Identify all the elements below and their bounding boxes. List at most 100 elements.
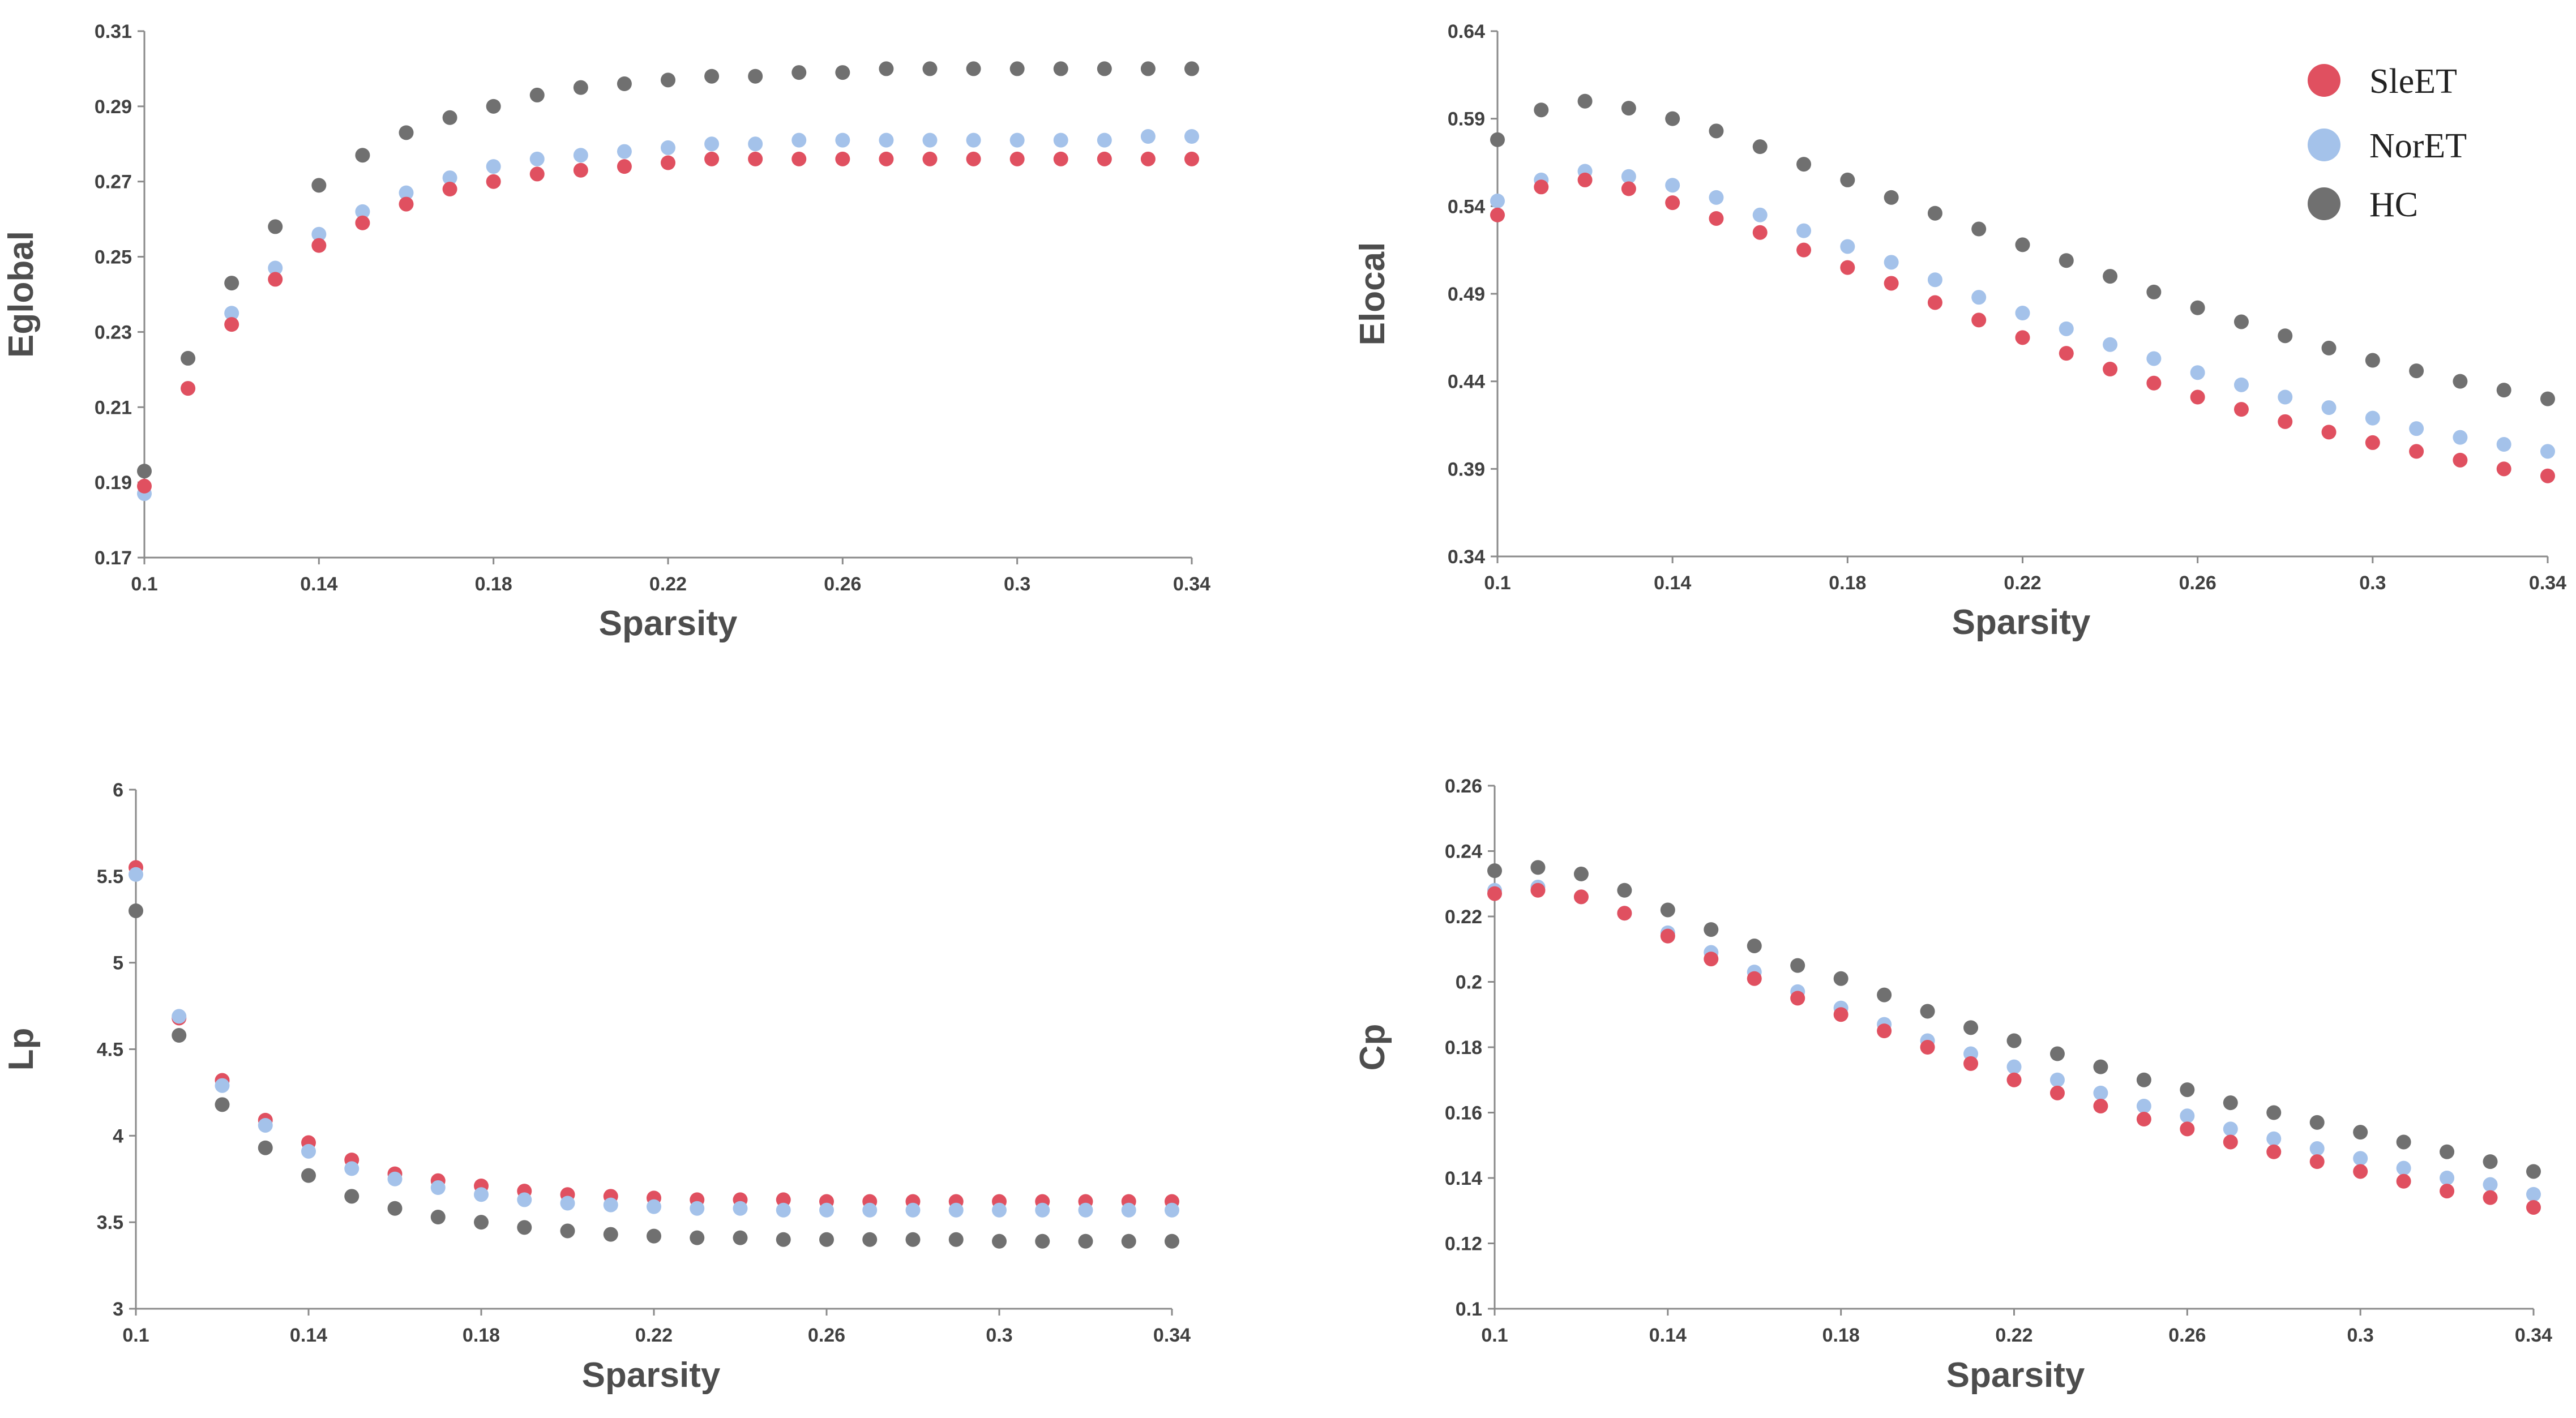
cp-point-noret — [2136, 1098, 2151, 1113]
lp-point-noret — [517, 1192, 532, 1207]
cp-y-tick-label: 0.18 — [1445, 1037, 1482, 1059]
cp-point-hc — [1877, 987, 1892, 1003]
eglobal-point-hc — [137, 464, 152, 479]
elocal-point-hc — [1927, 205, 1942, 221]
cp-point-hc — [2309, 1115, 2325, 1130]
elocal-point-noret — [1665, 178, 1680, 193]
eglobal-x-tick-label: 0.1 — [131, 573, 157, 595]
eglobal-point-hc — [966, 61, 981, 76]
cp-y-tick-label: 0.2 — [1456, 972, 1482, 993]
elocal-x-tick-label: 0.14 — [1654, 572, 1691, 594]
eglobal-y-tick-label: 0.21 — [95, 397, 132, 418]
eglobal-point-hc — [181, 350, 196, 366]
lp-y-tick-label: 4.5 — [97, 1039, 123, 1061]
cp-point-noret — [2309, 1141, 2325, 1156]
cp-point-sleet — [2483, 1190, 2498, 1205]
eglobal-point-noret — [1009, 132, 1025, 148]
lp-point-hc — [603, 1227, 618, 1242]
eglobal-point-hc — [399, 125, 414, 140]
cp-point-sleet — [2093, 1098, 2108, 1113]
elocal-point-sleet — [2409, 444, 2424, 459]
lp-point-noret — [862, 1202, 878, 1218]
elocal-point-noret — [2496, 437, 2511, 452]
cp-point-sleet — [2006, 1072, 2022, 1087]
cp-point-sleet — [1747, 971, 1762, 986]
eglobal-point-noret — [486, 159, 501, 174]
cp-point-noret — [2223, 1121, 2238, 1137]
cp-x-tick-label: 0.34 — [2515, 1325, 2552, 1346]
elocal-point-noret — [2409, 421, 2424, 436]
elocal-point-noret — [1709, 190, 1724, 205]
elocal-point-sleet — [1709, 211, 1724, 226]
eglobal-y-tick-label: 0.17 — [95, 547, 132, 569]
eglobal-point-sleet — [573, 162, 588, 178]
lp-point-noret — [776, 1202, 791, 1218]
eglobal-y-tick-label: 0.25 — [95, 247, 132, 268]
lp-x-tick-label: 0.34 — [1153, 1325, 1191, 1346]
elocal-point-sleet — [2278, 414, 2293, 429]
cp-point-hc — [2353, 1125, 2368, 1140]
cp-panel: 0.1 0.12 0.14 0.16 0.18 0.2 0.22 0.24 0.26 0.1 0.1… — [1353, 776, 2552, 1395]
eglobal-x-tick-label: 0.18 — [475, 573, 512, 595]
eglobal-point-hc — [1184, 61, 1199, 76]
lp-point-hc — [1078, 1233, 1093, 1249]
eglobal-point-noret — [661, 140, 675, 155]
cp-point-sleet — [1660, 928, 1675, 944]
eglobal-point-hc — [1140, 61, 1156, 76]
legend-item-noret: NorET — [2308, 127, 2467, 165]
elocal-y-tick-label: 0.34 — [1448, 546, 1485, 568]
eglobal-series-noret — [137, 129, 1199, 502]
elocal-x-tick-label: 0.26 — [2179, 572, 2216, 594]
lp-x-tick-label: 0.1 — [122, 1325, 149, 1346]
lp-x-axis-title: Sparsity — [582, 1356, 721, 1395]
lp-point-noret — [1035, 1202, 1050, 1218]
elocal-point-hc — [2496, 383, 2511, 398]
eglobal-point-noret — [529, 151, 545, 166]
elocal-point-sleet — [2146, 375, 2162, 391]
legend: SleET NorET HC — [2308, 62, 2467, 224]
cp-x-tick-label: 0.26 — [2168, 1325, 2206, 1346]
eglobal-point-noret — [442, 170, 457, 186]
eglobal-y-tick-label: 0.23 — [95, 322, 132, 343]
eglobal-point-sleet — [224, 317, 239, 332]
cp-point-hc — [2266, 1105, 2282, 1120]
lp-series-hc — [129, 903, 1179, 1249]
cp-point-hc — [1963, 1020, 1979, 1035]
cp-y-tick-label: 0.22 — [1445, 906, 1482, 928]
lp-point-noret — [430, 1180, 446, 1196]
elocal-point-noret — [1752, 207, 1768, 222]
lp-point-hc — [387, 1201, 403, 1216]
eglobal-point-hc — [311, 178, 327, 193]
lp-panel: 3 3.5 4 4.5 5 5.5 6 0.1 0.14 0.18 0.22 0.26 0.3 0.34 S… — [2, 779, 1191, 1395]
eglobal-point-noret — [355, 204, 370, 219]
elocal-point-noret — [1971, 290, 1987, 305]
cp-point-hc — [2136, 1072, 2151, 1087]
eglobal-point-sleet — [1184, 151, 1199, 166]
elocal-point-noret — [2540, 444, 2555, 459]
elocal-point-hc — [1490, 132, 1505, 147]
elocal-point-sleet — [1884, 276, 1899, 291]
cp-point-sleet — [2309, 1154, 2325, 1169]
cp-point-sleet — [1920, 1040, 1935, 1055]
cp-point-noret — [2396, 1160, 2411, 1176]
elocal-point-hc — [1884, 190, 1899, 205]
cp-point-hc — [2483, 1154, 2498, 1169]
eglobal-point-sleet — [181, 381, 196, 396]
legend-item-sleet: SleET — [2308, 62, 2457, 101]
elocal-point-sleet — [2059, 346, 2074, 361]
cp-point-sleet — [1790, 991, 1805, 1006]
cp-point-sleet — [2526, 1199, 2541, 1215]
eglobal-point-noret — [791, 132, 807, 148]
elocal-point-sleet — [2365, 435, 2380, 450]
eglobal-panel: 0.17 0.19 0.21 0.23 0.25 0.27 0.29 0.31 0.1 0.14 0… — [2, 21, 1210, 643]
elocal-point-hc — [2365, 353, 2380, 368]
elocal-point-sleet — [2103, 362, 2118, 377]
lp-x-tick-label: 0.22 — [635, 1325, 673, 1346]
cp-point-hc — [1747, 938, 1762, 953]
cp-point-hc — [2049, 1046, 2065, 1061]
cp-x-tick-label: 0.3 — [2347, 1325, 2374, 1346]
elocal-point-noret — [2321, 400, 2337, 415]
cp-point-hc — [1704, 922, 1719, 937]
cp-point-sleet — [1530, 882, 1546, 898]
eglobal-point-noret — [399, 185, 414, 200]
